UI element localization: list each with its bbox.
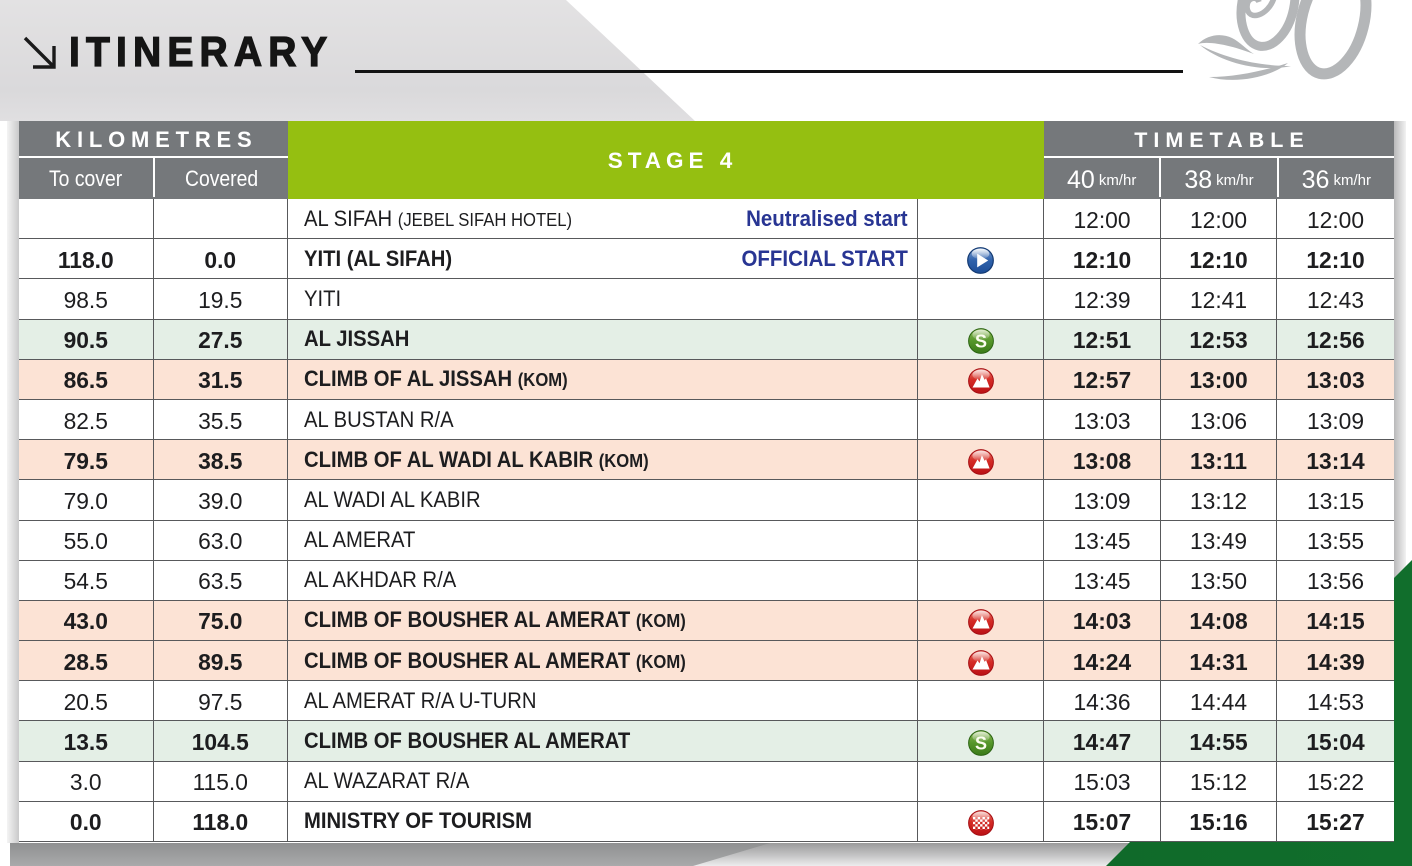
svg-text:S: S <box>974 734 986 754</box>
svg-text:S: S <box>974 332 986 352</box>
